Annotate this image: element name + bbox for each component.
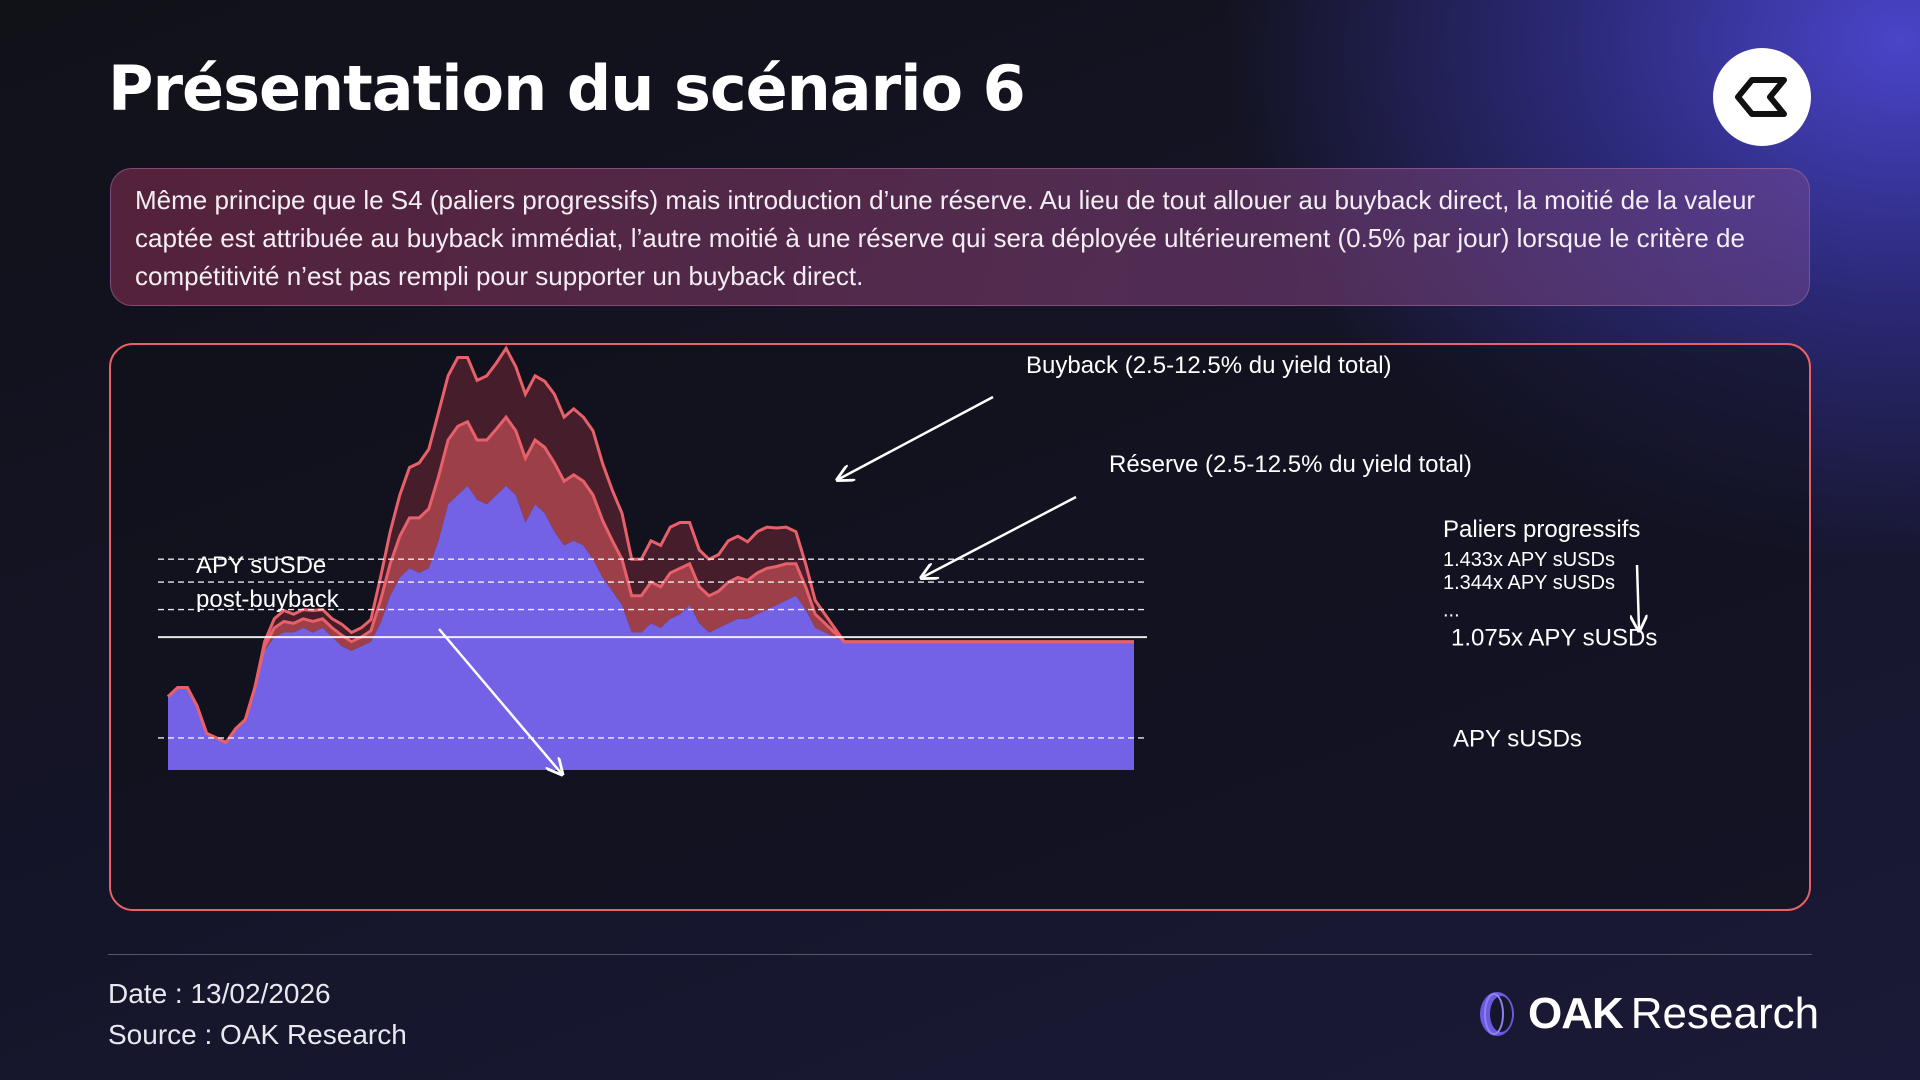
apy-arrow — [438, 628, 561, 773]
description-text: Même principe que le S4 (paliers progres… — [135, 185, 1756, 291]
buyback-annotation: Buyback (2.5-12.5% du yield total) — [1026, 352, 1392, 379]
threshold-label-2: ... — [1443, 600, 1460, 622]
reserve-arrow — [923, 495, 1077, 577]
footer-source: Source : OAK Research — [108, 1019, 407, 1050]
buyback-area — [168, 348, 1134, 743]
apy-annotation-line2: post-buyback — [196, 586, 340, 613]
footer-divider — [108, 954, 1812, 955]
paliers-annotation: Paliers progressifs — [1443, 516, 1640, 543]
threshold-label-3: 1.075x APY sUSDs — [1451, 625, 1657, 652]
threshold-label-4: APY sUSDs — [1453, 725, 1582, 752]
threshold-label-1: 1.344x APY sUSDs — [1443, 572, 1615, 594]
page-title: Présentation du scénario 6 — [108, 52, 1026, 125]
brand-research-text: Research — [1630, 989, 1820, 1038]
apy-susde-area — [168, 485, 1134, 770]
reserve-annotation: Réserve (2.5-12.5% du yield total) — [1109, 451, 1472, 478]
description-box: Même principe que le S4 (paliers progres… — [110, 168, 1810, 306]
brand-oak-text: OAK — [1528, 989, 1624, 1038]
chart-panel: 1.433x APY sUSDs 1.344x APY sUSDs... 1.075… — [109, 343, 1811, 911]
buyback-arrow — [839, 395, 994, 479]
apy-annotation-line1: APY sUSDe — [196, 552, 326, 579]
exponent-icon — [1735, 77, 1787, 117]
oak-research-brand: OAK Research — [1476, 986, 1819, 1042]
exponent-logo — [1713, 48, 1811, 146]
footer-date: Date : 13/02/2026 — [108, 978, 331, 1009]
threshold-label-0: 1.433x APY sUSDs — [1443, 549, 1615, 571]
oak-logo-icon — [1480, 992, 1514, 1036]
paliers-arrow — [1637, 564, 1639, 629]
